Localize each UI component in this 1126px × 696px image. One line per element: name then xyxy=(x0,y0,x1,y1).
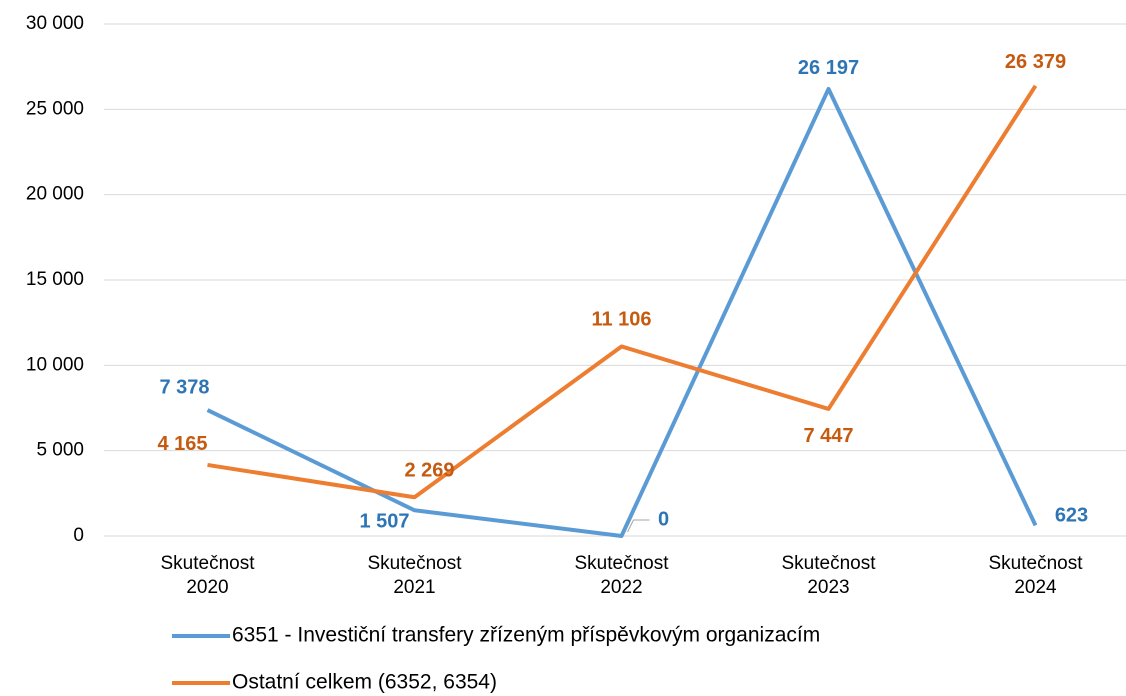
data-label: 4 165 xyxy=(157,433,207,455)
data-label: 2 269 xyxy=(404,460,454,482)
x-tick-label: Skutečnost 2021 xyxy=(367,553,462,598)
data-label: 623 xyxy=(1055,505,1088,527)
x-tick-label: Skutečnost 2024 xyxy=(988,553,1083,598)
legend-label: 6351 - Investiční transfery zřízeným pří… xyxy=(232,624,820,647)
y-tick-label: 25 000 xyxy=(26,98,84,119)
x-tick-label: Skutečnost 2023 xyxy=(781,553,876,598)
x-tick-label: Skutečnost 2022 xyxy=(574,553,669,598)
series-line xyxy=(207,84,1038,500)
y-tick-label: 20 000 xyxy=(26,184,84,205)
y-tick-label: 5 000 xyxy=(36,440,84,461)
data-label: 1 507 xyxy=(359,511,409,533)
data-label: 0 xyxy=(658,508,669,530)
data-label: 7 447 xyxy=(803,425,853,447)
series-line xyxy=(206,86,1038,538)
data-label: 7 378 xyxy=(159,376,209,398)
leader-line xyxy=(627,519,650,533)
data-label: 11 106 xyxy=(591,309,651,331)
y-tick-label: 15 000 xyxy=(26,269,84,290)
y-tick-label: 30 000 xyxy=(26,13,84,34)
y-tick-label: 10 000 xyxy=(26,354,84,375)
x-tick-label: Skutečnost 2020 xyxy=(160,553,255,598)
y-tick-label: 0 xyxy=(73,525,84,546)
legend-label: Ostatní celkem (6352, 6354) xyxy=(232,671,497,694)
data-label: 26 197 xyxy=(798,57,859,79)
data-label: 26 379 xyxy=(1005,51,1066,73)
